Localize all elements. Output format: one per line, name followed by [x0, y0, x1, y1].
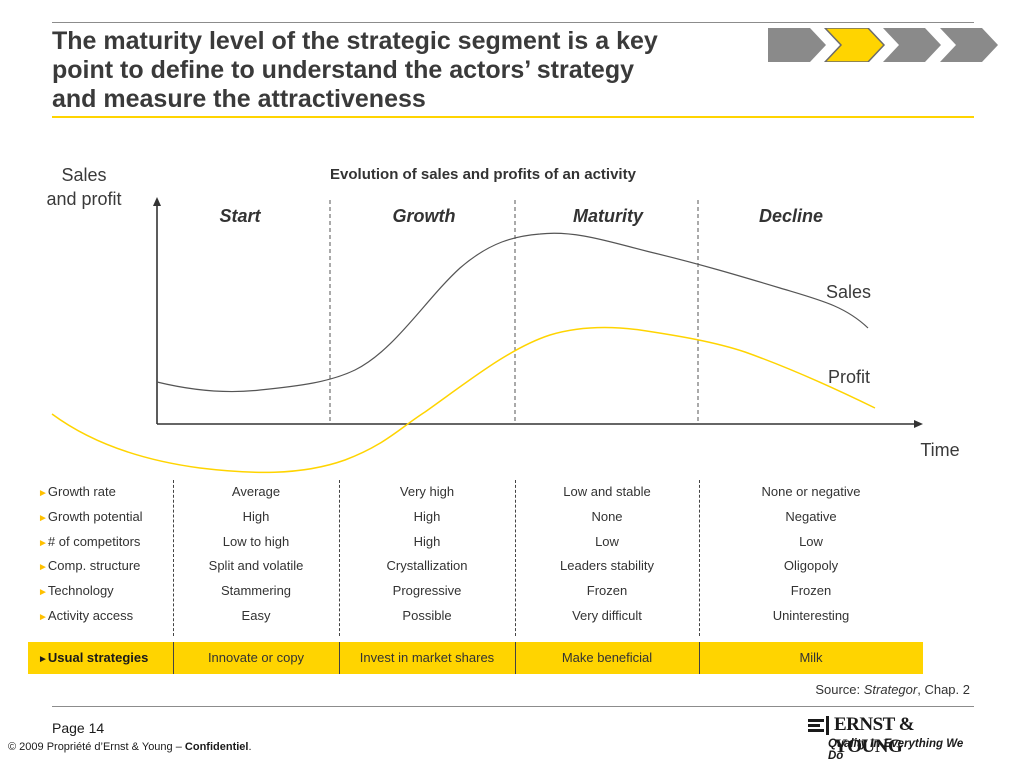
table-row: ►Activity access Easy Possible Very diff… — [28, 604, 928, 629]
table-cell: None — [591, 508, 623, 524]
table-cell: Frozen — [790, 583, 832, 599]
title-underline — [52, 116, 974, 118]
x-axis-arrow-icon — [914, 420, 923, 428]
x-axis-label: Time — [920, 440, 960, 460]
copyright-notice: © 2009 Propriété d’Ernst & Young – Confi… — [8, 741, 252, 753]
title-line-2: point to define to understand the actors… — [52, 56, 635, 84]
profit-curve — [51, 326, 876, 474]
table-cell: Very high — [399, 484, 455, 499]
strategy-cell: Innovate or copy — [207, 650, 305, 665]
y-axis-arrow-icon — [153, 197, 161, 206]
table-row: ►Comp. structure Split and volatile Crys… — [28, 554, 928, 579]
page-number: Page 14 — [52, 720, 105, 736]
table-row: ►Growth rate Average Very high Low and s… — [28, 480, 928, 505]
chevron-step-1-icon — [768, 28, 826, 62]
source-note: Source: Strategor, Chap. 2 — [815, 682, 970, 697]
profit-curve-label: Profit — [828, 367, 871, 387]
bullet-arrow-icon: ► — [38, 512, 48, 524]
table-divider-4 — [699, 480, 700, 636]
row-label: ►Growth potential — [38, 508, 143, 524]
bullet-arrow-icon: ► — [38, 587, 48, 599]
phase-decline: Decline — [758, 206, 824, 226]
table-divider-2 — [339, 480, 340, 636]
bullet-arrow-icon: ► — [38, 488, 48, 499]
strategy-divider-2 — [339, 642, 340, 674]
phase-maturity: Maturity — [572, 206, 643, 226]
table-divider-3 — [515, 480, 516, 636]
table-row: ►Growth potential High High None Negativ… — [28, 505, 928, 530]
table-row: ►Technology Stammering Progressive Froze… — [28, 579, 928, 604]
sales-curve — [156, 232, 869, 393]
table-cell: Low and stable — [563, 484, 651, 499]
phase-growth: Growth — [392, 206, 456, 226]
characteristics-table: ►Growth rate Average Very high Low and s… — [28, 480, 928, 636]
phase-start: Start — [219, 206, 261, 226]
strategy-cell: Make beneficial — [561, 650, 653, 665]
strategy-divider-3 — [515, 642, 516, 674]
strategy-cell: Milk — [799, 650, 823, 665]
slide-title: The maturity level of the strategic segm… — [52, 27, 762, 114]
table-cell: Uninteresting — [772, 607, 850, 623]
bullet-arrow-icon: ► — [38, 611, 48, 623]
bullet-arrow-icon: ► — [38, 537, 48, 549]
table-cell: Crystallization — [386, 558, 468, 574]
table-divider-1 — [173, 480, 174, 636]
top-rule — [52, 22, 974, 23]
table-cell: High — [242, 508, 270, 524]
table-cell: Frozen — [586, 583, 628, 599]
bottom-rule — [52, 706, 974, 707]
table-cell: Negative — [785, 508, 837, 524]
table-cell: Possible — [402, 607, 452, 623]
chevron-step-2-icon — [823, 28, 886, 62]
ernst-young-logo: ERNST & YOUNG Quality In Everything We D… — [806, 712, 978, 762]
table-cell: Low — [799, 533, 823, 549]
row-label: ►Activity access — [38, 607, 134, 623]
table-cell: Easy — [241, 607, 271, 623]
strategy-cell: Invest in market shares — [359, 650, 495, 665]
title-line-3: and measure the attractiveness — [52, 85, 426, 113]
sales-curve-label: Sales — [826, 282, 872, 302]
bullet-arrow-icon: ► — [38, 562, 48, 574]
row-label: ►Growth rate — [38, 484, 116, 499]
title-line-1: The maturity level of the strategic segm… — [52, 27, 658, 55]
table-cell: High — [413, 533, 441, 549]
y-axis-label: Sales and profit — [46, 165, 122, 209]
table-cell: Very difficult — [572, 607, 642, 623]
table-cell: Split and volatile — [208, 558, 304, 574]
table-cell: Low to high — [222, 533, 290, 549]
strategy-divider-1 — [173, 642, 174, 674]
row-label: ►Technology — [38, 583, 114, 599]
chevron-step-3-icon — [883, 28, 941, 62]
row-label: ►# of competitors — [38, 533, 141, 549]
table-cell: Leaders stability — [560, 558, 654, 574]
table-row: ►# of competitors Low to high High Low L… — [28, 530, 928, 555]
progress-chevrons — [768, 28, 998, 62]
table-cell: Progressive — [392, 583, 462, 599]
strategy-divider-4 — [699, 642, 700, 674]
logo-wordmark: ERNST & YOUNG — [834, 714, 915, 757]
lifecycle-diagram — [51, 197, 923, 474]
row-label: ►Usual strategies — [38, 650, 149, 665]
usual-strategies-row: ►Usual strategies Innovate or copy Inves… — [28, 642, 923, 674]
chevron-step-4-icon — [940, 28, 998, 62]
table-cell: Average — [231, 484, 281, 499]
chart-heading: Evolution of sales and profits of an act… — [330, 166, 636, 183]
logo-bars-icon — [808, 716, 829, 735]
table-cell: Low — [595, 533, 619, 549]
table-cell: Oligopoly — [783, 558, 839, 574]
table-cell: Stammering — [220, 583, 292, 599]
table-cell: High — [413, 508, 441, 524]
logo-tagline: Quality In Everything We Do — [828, 738, 964, 762]
bullet-arrow-icon: ► — [38, 654, 48, 665]
table-cell: None or negative — [761, 484, 861, 499]
row-label: ►Comp. structure — [38, 558, 141, 574]
